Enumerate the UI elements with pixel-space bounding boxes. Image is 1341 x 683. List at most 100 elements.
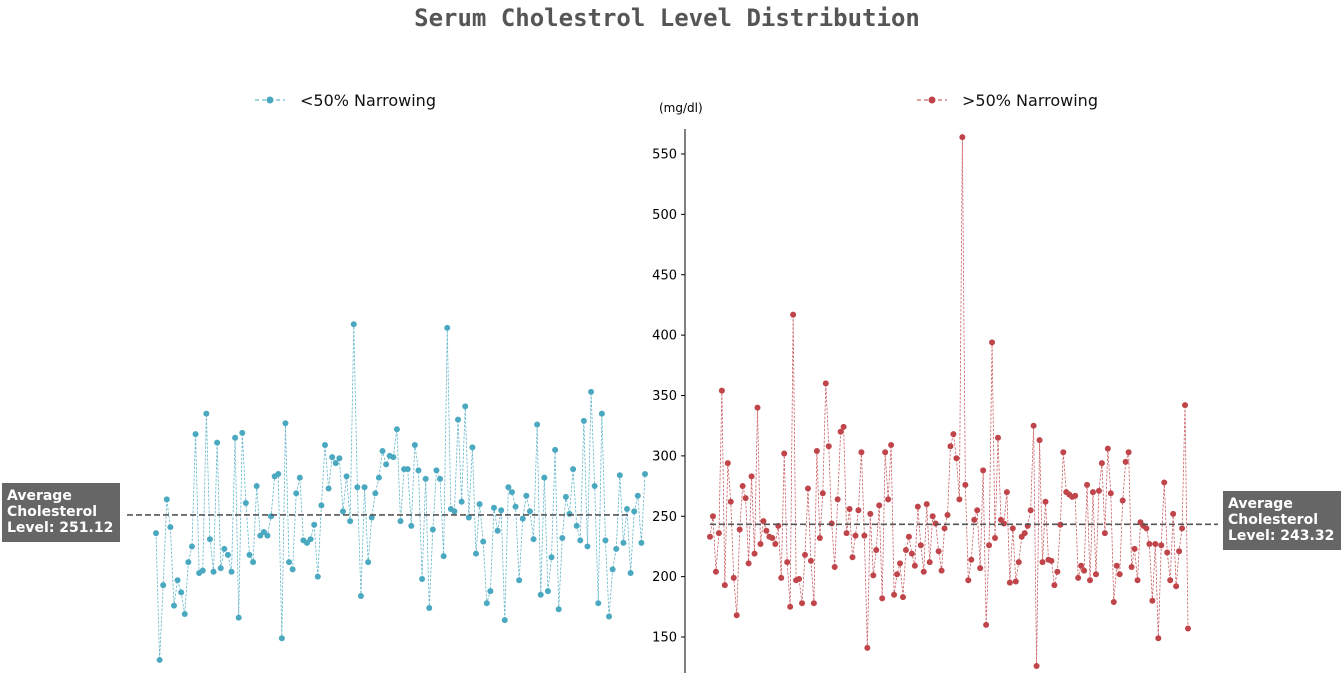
data-point bbox=[718, 387, 725, 394]
data-point bbox=[210, 568, 217, 575]
data-point bbox=[724, 460, 731, 467]
series-more-50-narrowing bbox=[707, 134, 1191, 669]
data-point bbox=[228, 568, 235, 575]
data-point bbox=[1027, 507, 1034, 514]
data-point bbox=[1006, 579, 1013, 586]
data-point bbox=[712, 568, 719, 575]
data-point bbox=[938, 567, 945, 574]
data-point bbox=[537, 591, 544, 598]
data-point bbox=[953, 455, 960, 462]
data-point bbox=[1158, 542, 1165, 549]
data-point bbox=[153, 530, 159, 537]
data-point bbox=[1051, 582, 1058, 589]
data-point bbox=[816, 534, 823, 541]
data-point bbox=[1012, 578, 1019, 585]
legend-right: >50% Narrowing bbox=[917, 91, 1098, 110]
data-point bbox=[802, 551, 809, 558]
data-point bbox=[727, 498, 734, 505]
data-point bbox=[1075, 574, 1082, 581]
data-point bbox=[742, 495, 749, 502]
data-point bbox=[483, 600, 490, 607]
data-point bbox=[1173, 583, 1180, 590]
data-point bbox=[748, 473, 755, 480]
data-point bbox=[908, 550, 915, 557]
data-point bbox=[544, 588, 551, 595]
y-tick-label: 150 bbox=[652, 631, 677, 646]
data-point bbox=[185, 559, 192, 566]
data-point bbox=[156, 656, 163, 663]
data-point bbox=[745, 560, 752, 567]
y-axis-ticks: 150 200 250 300 350 400 450 500 550 bbox=[652, 148, 685, 646]
data-point bbox=[1167, 577, 1174, 584]
data-point bbox=[965, 577, 972, 584]
data-point bbox=[846, 506, 853, 512]
data-point bbox=[1101, 530, 1108, 537]
data-point bbox=[861, 532, 868, 539]
data-point bbox=[1015, 559, 1022, 566]
y-tick-label: 250 bbox=[652, 510, 677, 525]
data-point bbox=[882, 449, 889, 456]
data-point bbox=[920, 568, 927, 575]
data-point bbox=[980, 467, 987, 474]
data-point bbox=[455, 416, 462, 423]
data-point bbox=[804, 485, 811, 492]
data-point bbox=[905, 533, 912, 540]
average-label-box bbox=[1223, 491, 1341, 550]
average-label-line: Level: 251.12 bbox=[7, 520, 113, 536]
data-point bbox=[796, 576, 803, 583]
data-point bbox=[751, 550, 758, 557]
data-point bbox=[1182, 402, 1189, 409]
data-point bbox=[760, 518, 767, 525]
data-point bbox=[451, 508, 458, 515]
data-point bbox=[275, 470, 282, 477]
data-point bbox=[307, 536, 314, 543]
data-point bbox=[390, 454, 397, 461]
series-less-50-narrowing bbox=[153, 321, 648, 663]
data-point bbox=[465, 514, 472, 521]
data-point bbox=[167, 524, 174, 531]
data-point bbox=[730, 574, 737, 581]
data-point bbox=[296, 474, 303, 481]
data-point bbox=[1060, 449, 1067, 456]
data-point bbox=[923, 501, 930, 508]
data-point bbox=[444, 324, 451, 331]
data-point bbox=[790, 311, 797, 318]
data-point bbox=[429, 526, 436, 533]
data-point bbox=[1146, 541, 1153, 548]
data-point bbox=[278, 635, 285, 642]
average-label-box bbox=[2, 483, 120, 542]
series-line-1 bbox=[709, 137, 1189, 666]
average-label-line: Average bbox=[1228, 496, 1293, 512]
data-point bbox=[397, 518, 404, 525]
data-point bbox=[627, 570, 634, 576]
data-point bbox=[591, 483, 598, 490]
data-point bbox=[404, 466, 411, 473]
chart-title: Serum Cholestrol Level Distribution bbox=[414, 4, 920, 32]
data-point bbox=[1104, 445, 1111, 452]
data-point bbox=[947, 443, 954, 450]
data-point bbox=[834, 496, 841, 503]
data-point bbox=[347, 518, 354, 525]
data-point bbox=[707, 533, 713, 540]
data-point bbox=[932, 520, 939, 527]
data-point bbox=[1048, 557, 1055, 564]
data-point bbox=[235, 614, 242, 621]
data-point bbox=[837, 428, 844, 435]
data-point bbox=[214, 439, 221, 446]
data-point bbox=[620, 539, 627, 546]
data-point bbox=[885, 496, 892, 503]
data-point bbox=[852, 532, 859, 539]
data-point bbox=[566, 510, 573, 517]
data-point bbox=[419, 576, 426, 583]
data-point bbox=[1179, 525, 1186, 532]
data-point bbox=[573, 522, 580, 529]
data-point bbox=[855, 507, 862, 514]
data-point bbox=[415, 467, 422, 474]
data-point bbox=[178, 589, 185, 596]
data-point bbox=[314, 573, 321, 580]
average-label-line: Level: 243.32 bbox=[1228, 528, 1334, 544]
data-point bbox=[1098, 460, 1105, 467]
data-point bbox=[784, 559, 791, 566]
data-point bbox=[1003, 489, 1010, 496]
